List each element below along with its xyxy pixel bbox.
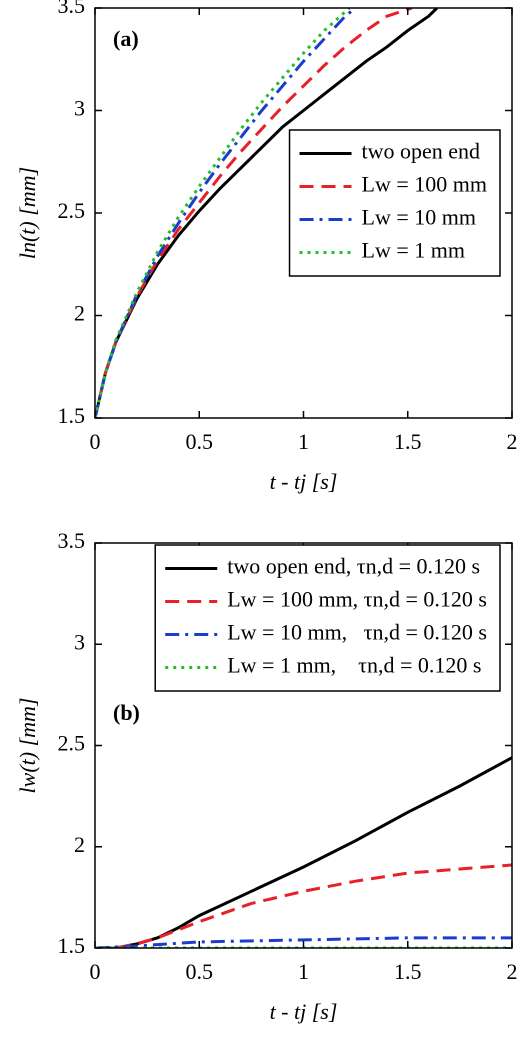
x-tick-label: 1 xyxy=(298,959,309,984)
y-tick-label: 2.5 xyxy=(58,731,86,756)
y-tick-label: 1.5 xyxy=(58,403,86,428)
x-tick-label: 2 xyxy=(507,959,518,984)
data-line xyxy=(95,936,512,948)
legend-label: Lw = 1 mm, τn,d = 0.120 s xyxy=(227,653,481,678)
x-tick-label: 0 xyxy=(90,959,101,984)
legend-label: Lw = 1 mm xyxy=(362,238,465,263)
data-line xyxy=(95,8,413,418)
legend-label: Lw = 100 mm xyxy=(362,172,487,197)
legend-label: Lw = 100 mm, τn,d = 0.120 s xyxy=(227,587,487,612)
y-tick-label: 2.5 xyxy=(58,198,86,223)
legend: two open end Lw = 100 mm Lw = 10 mm Lw = 1 … xyxy=(288,129,501,277)
legend-label: two open end xyxy=(362,139,481,164)
y-tick-label: 2 xyxy=(74,832,85,857)
panel-label: (a) xyxy=(113,26,139,51)
data-line xyxy=(95,8,438,418)
legend-label: Lw = 10 mm xyxy=(362,205,476,230)
y-axis-label: lw(t) [mm] xyxy=(15,698,40,794)
x-tick-label: 0.5 xyxy=(186,959,214,984)
legend-label: two open end, τn,d = 0.120 s xyxy=(227,554,480,579)
data-line xyxy=(95,756,512,948)
data-line xyxy=(95,8,351,418)
y-tick-label: 3 xyxy=(74,96,85,121)
y-tick-label: 3.5 xyxy=(58,0,86,18)
x-tick-label: 1 xyxy=(298,429,309,454)
y-tick-label: 2 xyxy=(74,301,85,326)
x-tick-label: 2 xyxy=(507,429,518,454)
legend: two open end, τn,d = 0.120 s Lw = 100 mm,… xyxy=(154,544,501,692)
x-axis-label: t - tj [s] xyxy=(270,469,338,494)
y-tick-label: 3 xyxy=(74,629,85,654)
y-axis-label: ln(t) [mm] xyxy=(15,167,40,259)
y-tick-label: 1.5 xyxy=(58,933,86,958)
x-tick-label: 0 xyxy=(90,429,101,454)
legend-label: Lw = 10 mm, τn,d = 0.120 s xyxy=(227,620,487,645)
data-line xyxy=(95,863,512,948)
x-axis-label: t - tj [s] xyxy=(270,999,338,1024)
panel-label: (b) xyxy=(113,700,140,725)
x-tick-label: 1.5 xyxy=(394,429,422,454)
y-tick-label: 3.5 xyxy=(58,528,86,553)
x-tick-label: 1.5 xyxy=(394,959,422,984)
x-tick-label: 0.5 xyxy=(186,429,214,454)
